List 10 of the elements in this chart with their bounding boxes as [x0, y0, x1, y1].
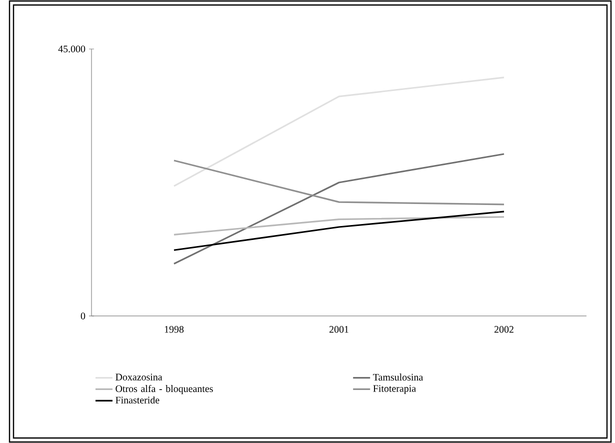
y-tick-label: 45.000: [58, 46, 86, 52]
x-tick-label: 1998: [164, 326, 184, 333]
y-tick-label: 0: [80, 312, 86, 320]
x-tick-label: 2002: [494, 326, 514, 333]
legend-label: Tamsulosina: [373, 374, 423, 381]
legend-label: Finasteride: [116, 396, 160, 404]
legend-label: Fitoterapia: [373, 385, 416, 394]
legend-label: Doxazosina: [116, 374, 162, 380]
x-tick-label: 2001: [329, 326, 348, 333]
legend-label: Otros alfa - bloqueantes: [116, 384, 213, 394]
